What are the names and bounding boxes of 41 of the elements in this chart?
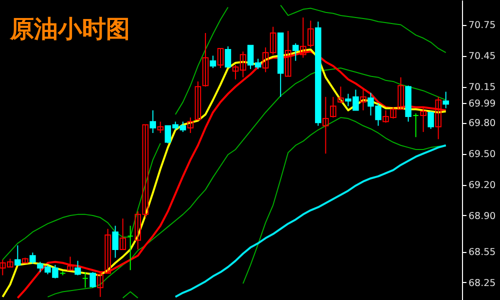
candlestick bbox=[30, 252, 36, 264]
candlestick bbox=[442, 91, 449, 109]
candlestick bbox=[224, 46, 232, 68]
candlestick bbox=[194, 80, 202, 120]
candlestick bbox=[14, 244, 21, 266]
y-tick-label: 70.15 bbox=[468, 82, 496, 94]
y-tick-label: 68.90 bbox=[468, 210, 496, 222]
y-tick-label: 68.25 bbox=[468, 278, 496, 289]
y-tick-label: 68.55 bbox=[468, 247, 496, 258]
candlestick bbox=[90, 272, 96, 288]
candlestick bbox=[330, 96, 336, 118]
y-tick-label: 70.75 bbox=[468, 20, 496, 32]
y-tick-label: 70.45 bbox=[468, 51, 496, 62]
candlestick bbox=[412, 112, 419, 138]
y-tick-label: 69.50 bbox=[468, 149, 496, 160]
candlestick bbox=[157, 121, 164, 134]
candlestick bbox=[292, 42, 299, 62]
candlestick bbox=[127, 225, 134, 271]
candlestick bbox=[428, 110, 434, 130]
candlestick bbox=[420, 108, 426, 132]
candlestick bbox=[104, 228, 111, 274]
candlestick bbox=[67, 256, 74, 271]
y-tick-label: 69.99 bbox=[468, 98, 496, 110]
text: 原油小时图 bbox=[9, 15, 130, 43]
y-tick-label: 69.80 bbox=[468, 118, 496, 130]
candlestick bbox=[210, 55, 216, 69]
candlestick bbox=[120, 218, 126, 250]
candlestick bbox=[338, 86, 344, 104]
candlestick bbox=[187, 117, 194, 134]
candlestick bbox=[217, 48, 224, 69]
candlestick bbox=[202, 32, 209, 88]
candlestick bbox=[360, 89, 366, 111]
candlestick bbox=[150, 110, 156, 134]
candlestick bbox=[322, 96, 329, 154]
candlestick bbox=[82, 272, 88, 288]
candlestick bbox=[112, 225, 118, 258]
candlestick bbox=[308, 20, 314, 48]
candlestick bbox=[435, 96, 442, 140]
line-series bbox=[174, 144, 447, 298]
y-tick-label: 69.20 bbox=[468, 180, 496, 192]
candlestick bbox=[74, 260, 81, 276]
